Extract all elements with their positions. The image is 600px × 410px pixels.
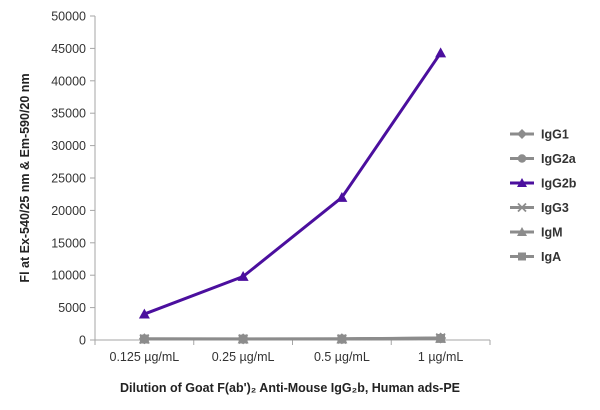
legend-marker bbox=[517, 154, 527, 163]
x-axis-title: Dilution of Goat F(ab')₂ Anti-Mouse IgG₂… bbox=[120, 381, 460, 395]
y-axis-title: Fl at Ex-540/25 nm & Em-590/20 nm bbox=[18, 73, 32, 282]
legend-label: IgG3 bbox=[541, 201, 569, 215]
legend-marker bbox=[518, 252, 526, 261]
y-tick-label: 15000 bbox=[51, 236, 86, 250]
plot-series bbox=[138, 47, 447, 345]
y-tick-label: 0 bbox=[79, 334, 86, 348]
legend-item-igg3: IgG3 bbox=[510, 201, 569, 215]
legend-label: IgG2a bbox=[541, 152, 577, 166]
legend-label: IgG2b bbox=[541, 177, 577, 191]
legend: IgG1 IgG2a IgG2b IgG3 IgM IgA bbox=[510, 128, 577, 264]
legend-marker bbox=[517, 202, 527, 213]
legend-marker bbox=[517, 227, 527, 236]
legend-item-igg2a: IgG2a bbox=[510, 152, 577, 166]
series-iga bbox=[139, 333, 446, 344]
y-tick-label: 50000 bbox=[51, 10, 86, 24]
data-point-iga bbox=[337, 334, 347, 344]
data-point-igg2b bbox=[336, 191, 348, 202]
x-axis: 0.125 µg/mL 0.25 µg/mL 0.5 µg/mL 1 µg/mL bbox=[94, 339, 491, 364]
series-line-igg2b bbox=[143, 52, 442, 316]
data-point-iga bbox=[436, 333, 446, 343]
data-point-igg2b bbox=[435, 47, 447, 58]
y-tick-label: 35000 bbox=[51, 107, 86, 121]
legend-item-igm: IgM bbox=[510, 226, 563, 240]
y-axis: 0 5000 10000 15000 20000 25000 30000 35000 40000… bbox=[51, 10, 96, 348]
y-tick-label: 40000 bbox=[51, 74, 86, 88]
x-tick-label: 0.125 µg/mL bbox=[110, 350, 180, 364]
data-point-iga bbox=[139, 334, 149, 344]
series-igg2b bbox=[138, 47, 447, 319]
y-tick-label: 30000 bbox=[51, 139, 86, 153]
y-tick-label: 45000 bbox=[51, 42, 86, 56]
legend-item-iga: IgA bbox=[510, 250, 561, 264]
series-line-iga bbox=[144, 336, 441, 341]
legend-marker bbox=[517, 129, 527, 139]
x-tick-label: 0.5 µg/mL bbox=[314, 350, 370, 364]
data-point-igg2b bbox=[237, 270, 249, 281]
x-tick-label: 0.25 µg/mL bbox=[212, 350, 275, 364]
legend-marker bbox=[517, 178, 527, 187]
y-tick-label: 10000 bbox=[51, 269, 86, 283]
y-tick-label: 5000 bbox=[58, 301, 86, 315]
x-tick-label: 1 µg/mL bbox=[418, 350, 463, 364]
legend-item-igg2b: IgG2b bbox=[510, 177, 577, 191]
y-tick-label: 20000 bbox=[51, 204, 86, 218]
data-point-igg2b bbox=[138, 308, 150, 319]
data-point-iga bbox=[238, 334, 248, 344]
y-tick-label: 25000 bbox=[51, 172, 86, 186]
legend-label: IgA bbox=[541, 250, 561, 264]
legend-label: IgM bbox=[541, 226, 563, 240]
legend-label: IgG1 bbox=[541, 128, 569, 142]
legend-item-igg1: IgG1 bbox=[510, 128, 569, 142]
